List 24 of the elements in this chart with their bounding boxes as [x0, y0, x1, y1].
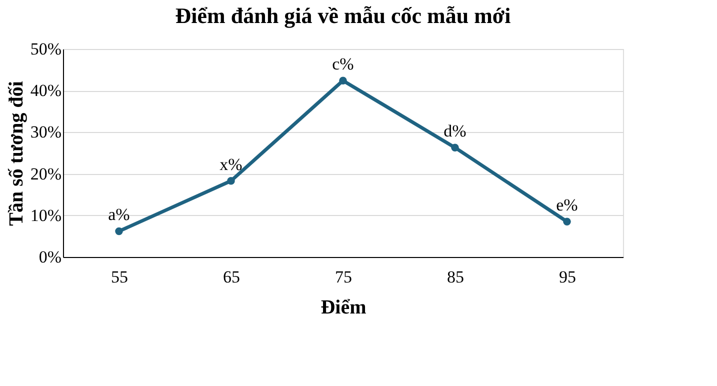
y-tick-label: 0%	[38, 248, 62, 266]
y-tick-label: 50%	[30, 40, 62, 58]
point	[451, 144, 459, 152]
x-tick-label: 95	[559, 268, 576, 286]
data-label: d%	[444, 122, 466, 141]
data-label: x%	[220, 154, 242, 174]
x-tick-label: 55	[111, 268, 128, 286]
data-label: e%	[556, 196, 578, 215]
point	[115, 227, 123, 236]
x-tick-label: 75	[335, 268, 352, 286]
data-label: a%	[108, 205, 130, 224]
point	[563, 218, 571, 226]
x-tick-label: 65	[223, 268, 240, 286]
point	[339, 76, 347, 84]
data-label: c%	[332, 54, 354, 74]
y-axis-title: Tần số tương đối	[5, 80, 28, 226]
y-tick-label: 20%	[30, 164, 62, 184]
y-tick-label: 10%	[30, 206, 62, 225]
y-tick-label: 30%	[30, 122, 62, 142]
y-tick-label: 40%	[30, 81, 62, 100]
x-axis-title: Điểm	[320, 296, 367, 318]
chart-title: Điểm đánh giá về mẫu cốc mẫu mới	[175, 3, 511, 28]
x-tick-label: 85	[447, 268, 464, 286]
point	[227, 177, 235, 185]
